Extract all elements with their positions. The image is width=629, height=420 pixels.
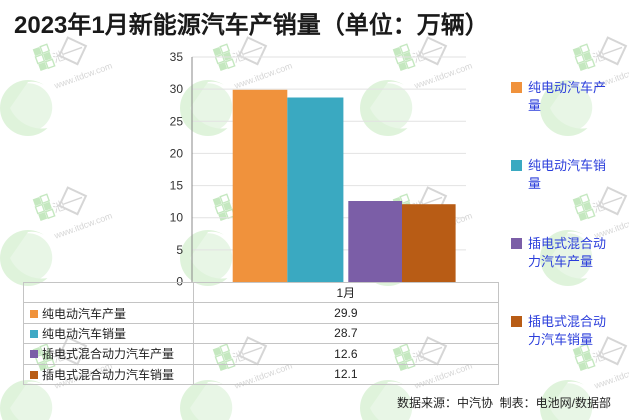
svg-text:10: 10	[170, 211, 184, 225]
svg-text:25: 25	[170, 114, 184, 128]
svg-text:35: 35	[170, 50, 184, 64]
svg-text:30: 30	[170, 82, 184, 96]
svg-text:15: 15	[170, 179, 184, 193]
svg-text:5: 5	[176, 243, 183, 257]
svg-text:20: 20	[170, 146, 184, 160]
